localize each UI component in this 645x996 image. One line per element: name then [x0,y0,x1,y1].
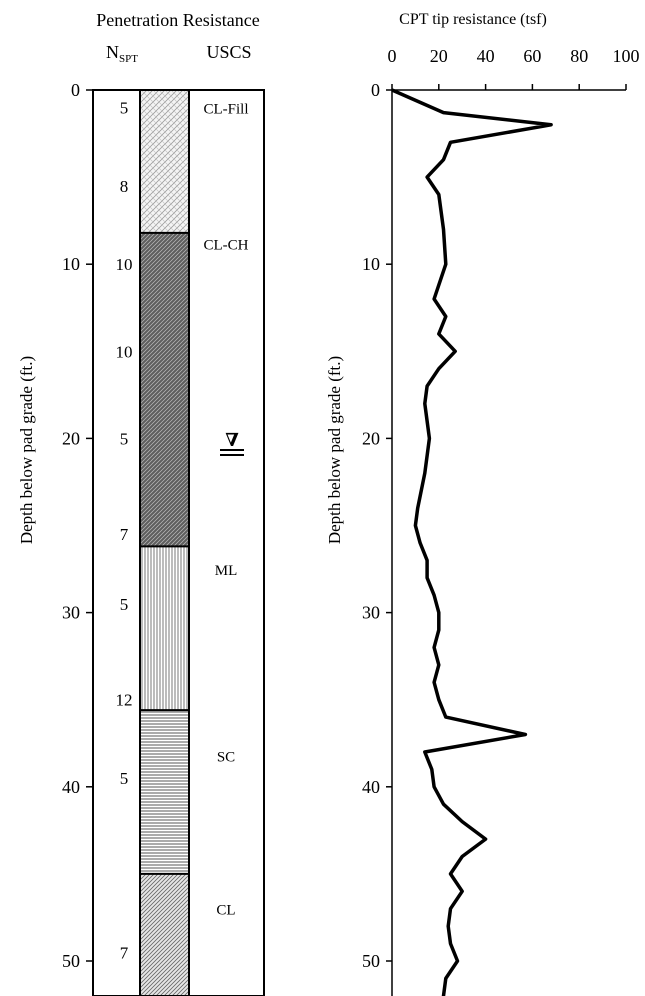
nspt-value-8: 5 [120,769,129,788]
soil-layer-0 [140,90,189,233]
cpt-y-tick-label-4: 40 [362,777,380,797]
nspt-value-3: 10 [116,342,133,361]
cpt-y-tick-label-1: 10 [362,254,380,274]
log-y-tick-label-4: 40 [62,777,80,797]
cpt-x-tick-label-4: 80 [570,46,588,66]
log-y-axis-label: Depth below pad grade (ft.) [17,356,36,544]
uscs-labels: CL-Fill CL-CH ML SC CL [203,101,248,918]
soil-layer-1 [140,232,189,547]
nspt-value-4: 5 [120,429,129,448]
nspt-value-5: 7 [120,525,129,544]
cpt-x-axis: 0 20 40 60 80 100 [388,46,640,91]
nspt-column-header: NSPT [106,42,138,65]
log-y-tick-label-3: 30 [62,603,80,623]
cpt-series-line [391,88,553,996]
cpt-y-tick-label-5: 50 [362,951,380,971]
cpt-y-tick-label-2: 20 [362,428,380,448]
cpt-x-tick-label-0: 0 [388,46,397,66]
cpt-x-tick-label-3: 60 [523,46,541,66]
cpt-x-tick-label-1: 20 [430,46,448,66]
cpt-x-tick-label-2: 40 [477,46,495,66]
cpt-x-tick-label-5: 100 [613,46,640,66]
log-depth-axis: 0 10 20 30 40 50 [62,80,93,971]
nspt-values: 5 8 10 10 5 7 5 12 5 7 [116,98,133,962]
cpt-panel: CPT tip resistance (tsf) 0 20 40 60 80 100 0 1… [325,11,640,996]
nspt-value-9: 7 [120,943,129,962]
soil-column-frame [139,89,190,996]
nspt-header-sub: SPT [119,53,138,65]
nspt-header-main: N [106,42,119,62]
soil-layer-2 [140,546,189,711]
uscs-label-1: CL-CH [204,237,249,253]
nspt-value-0: 5 [120,98,129,117]
log-y-tick-label-1: 10 [62,254,80,274]
boring-log-panel: Penetration Resistance NSPT USCS 0 10 20 30… [17,10,265,996]
soil-layers [140,90,189,996]
log-y-tick-label-5: 50 [62,951,80,971]
cpt-y-axis-label: Depth below pad grade (ft.) [325,356,344,544]
nspt-value-7: 12 [116,691,133,710]
log-y-tick-label-0: 0 [71,80,80,100]
cpt-title: CPT tip resistance (tsf) [399,11,547,28]
water-table-marker: ∇ [220,430,244,456]
nspt-value-1: 8 [120,177,129,196]
cpt-y-tick-label-3: 30 [362,603,380,623]
uscs-label-0: CL-Fill [203,101,248,117]
water-table-icon: ∇ [225,430,239,450]
log-title: Penetration Resistance [96,10,259,30]
cpt-y-axis: 0 10 20 30 40 50 [362,80,393,996]
soil-layer-3 [140,710,189,874]
uscs-label-2: ML [215,563,238,579]
uscs-column-header: USCS [206,42,251,62]
uscs-label-4: CL [216,903,235,919]
cpt-y-tick-label-0: 0 [371,80,380,100]
nspt-value-2: 10 [116,255,133,274]
nspt-value-6: 5 [120,595,129,614]
log-y-tick-label-2: 20 [62,428,80,448]
uscs-label-3: SC [217,749,235,765]
soil-layer-4 [140,873,189,996]
